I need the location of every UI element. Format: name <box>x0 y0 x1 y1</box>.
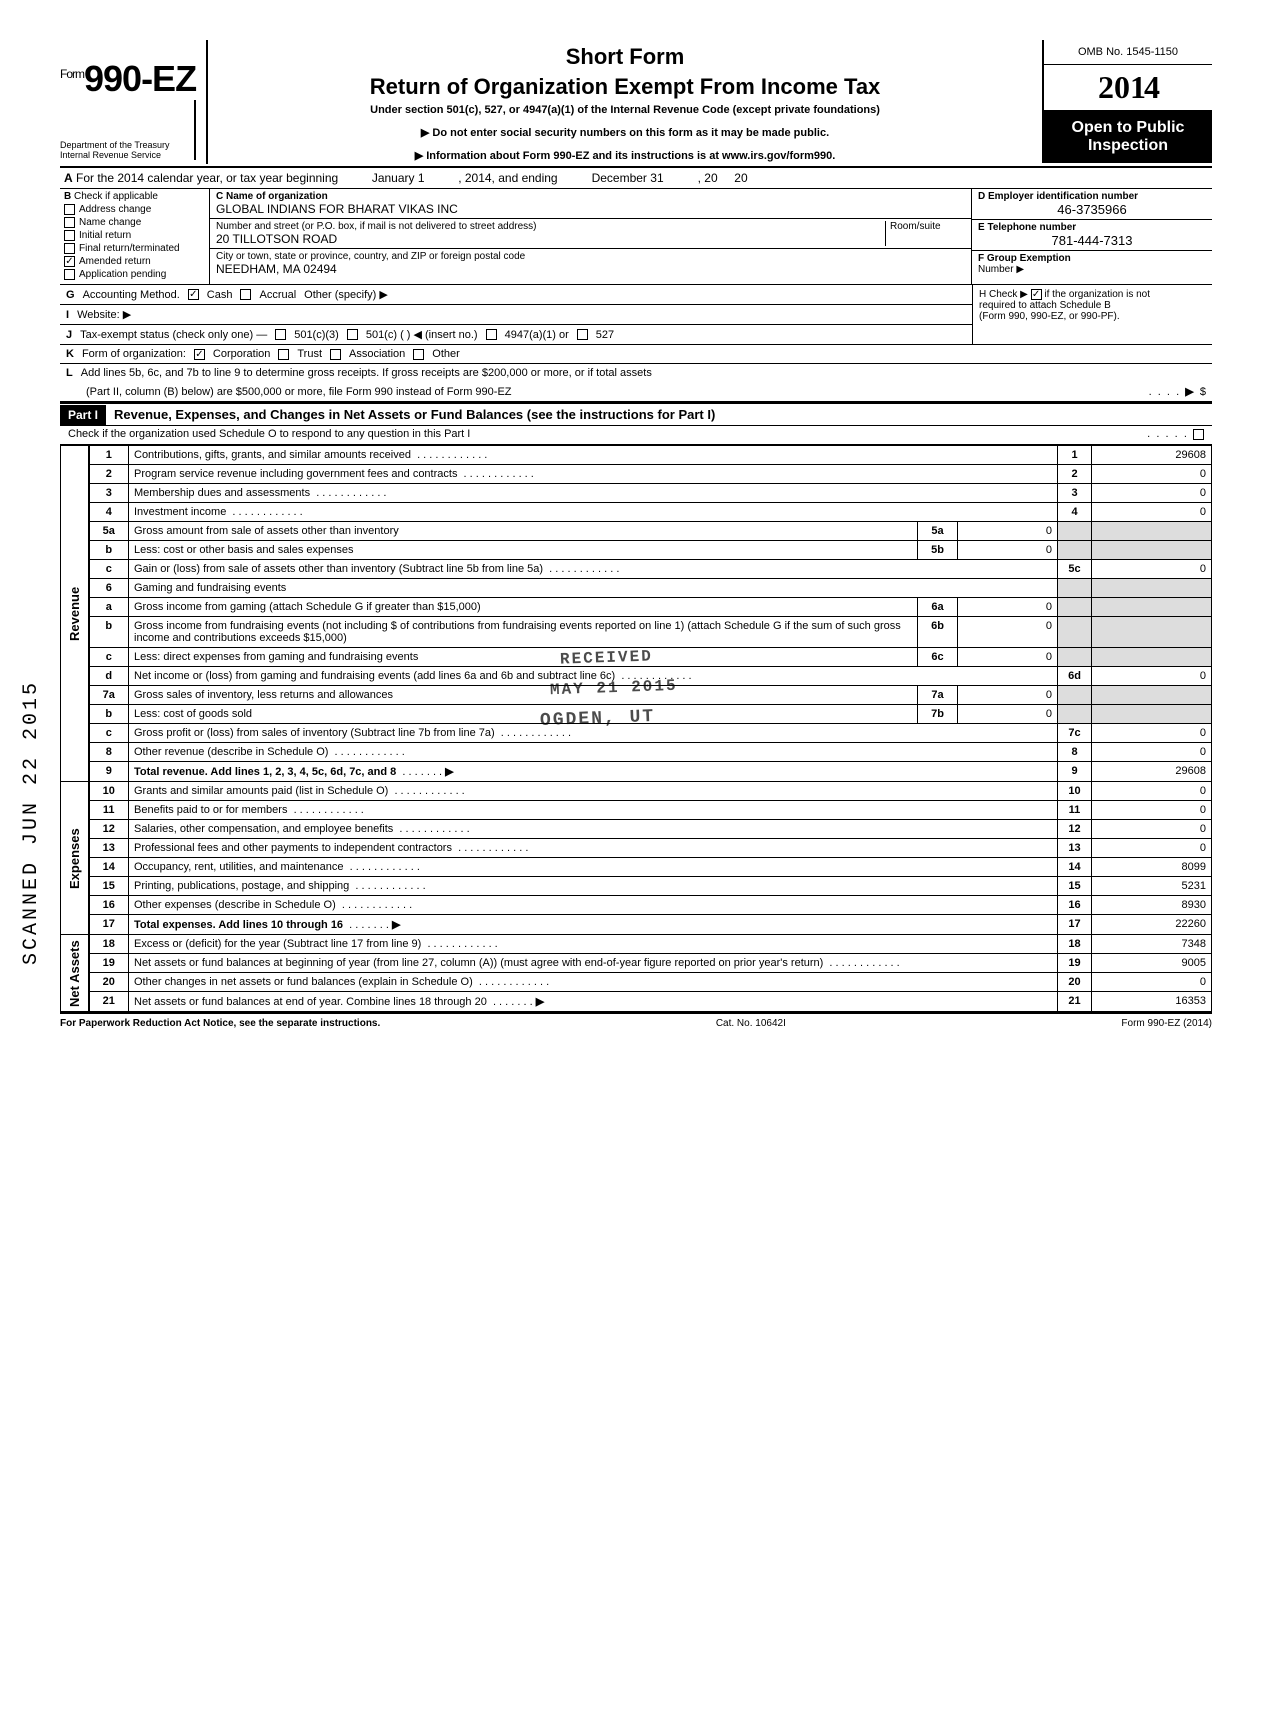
stamp-received: RECEIVED <box>560 647 653 668</box>
table-row: 21Net assets or fund balances at end of … <box>61 992 1212 1012</box>
section-label-net-assets: Net Assets <box>61 935 89 1012</box>
table-row: 13Professional fees and other payments t… <box>61 839 1212 858</box>
table-row: 3Membership dues and assessments . . . .… <box>61 484 1212 503</box>
table-row: 14Occupancy, rent, utilities, and mainte… <box>61 858 1212 877</box>
footer: For Paperwork Reduction Act Notice, see … <box>60 1012 1212 1029</box>
cash-checkbox[interactable]: ✓ <box>188 289 199 300</box>
line-l: L Add lines 5b, 6c, and 7b to line 9 to … <box>60 364 1212 382</box>
form-header: Form990-EZ Department of the Treasury In… <box>60 40 1212 168</box>
line-l2: (Part II, column (B) below) are $500,000… <box>60 382 1212 402</box>
table-row: 17Total expenses. Add lines 10 through 1… <box>61 915 1212 935</box>
phone: 781-444-7313 <box>978 233 1206 248</box>
line-i: I Website: ▶ <box>60 305 972 325</box>
table-row: 5aGross amount from sale of assets other… <box>61 522 1212 541</box>
org-info-grid: B Check if applicable Address changeName… <box>60 189 1212 285</box>
table-row: Net Assets18Excess or (deficit) for the … <box>61 935 1212 954</box>
main-title: Return of Organization Exempt From Incom… <box>218 74 1032 100</box>
omb-number: OMB No. 1545-1150 <box>1044 40 1212 65</box>
section-label-revenue: Revenue <box>61 446 89 782</box>
table-row: 8Other revenue (describe in Schedule O) … <box>61 743 1212 762</box>
org-street: 20 TILLOTSON ROAD <box>216 232 885 246</box>
checkbox-name-change: Name change <box>64 217 205 228</box>
open-public: Open to Public Inspection <box>1044 111 1212 163</box>
main-table: Revenue1Contributions, gifts, grants, an… <box>60 445 1212 1012</box>
corp-checkbox[interactable]: ✓ <box>194 349 205 360</box>
part1-sub: Check if the organization used Schedule … <box>60 426 1212 445</box>
table-row: 4Investment income . . . . . . . . . . .… <box>61 503 1212 522</box>
checkbox-address-change: Address change <box>64 204 205 215</box>
checkbox-final-return-terminated: Final return/terminated <box>64 243 205 254</box>
line-g: G Accounting Method. ✓Cash Accrual Other… <box>60 285 972 305</box>
part1-header: Part I Revenue, Expenses, and Changes in… <box>60 402 1212 426</box>
line-h: H Check ▶ ✓ if the organization is not r… <box>972 285 1212 345</box>
scanned-stamp: SCANNED JUN 22 2015 <box>20 680 43 965</box>
form-number: Form990-EZ <box>60 58 196 100</box>
table-row: 12Salaries, other compensation, and empl… <box>61 820 1212 839</box>
col-de: D Employer identification number 46-3735… <box>972 189 1212 284</box>
line-j: J Tax-exempt status (check only one) — 5… <box>60 325 972 345</box>
schedule-b-checkbox[interactable]: ✓ <box>1031 289 1042 300</box>
table-row: bGross income from fundraising events (n… <box>61 617 1212 648</box>
table-row: 15Printing, publications, postage, and s… <box>61 877 1212 896</box>
table-row: bLess: cost or other basis and sales exp… <box>61 541 1212 560</box>
table-row: 11Benefits paid to or for members . . . … <box>61 801 1212 820</box>
schedule-o-checkbox[interactable] <box>1193 429 1204 440</box>
section-label-expenses: Expenses <box>61 782 89 935</box>
row-a: A For the 2014 calendar year, or tax yea… <box>60 168 1212 189</box>
table-row: cGain or (loss) from sale of assets othe… <box>61 560 1212 579</box>
checkbox-application-pending: Application pending <box>64 269 205 280</box>
table-row: 19Net assets or fund balances at beginni… <box>61 954 1212 973</box>
stamp-ogden: OGDEN, UT <box>540 707 656 731</box>
table-row: aGross income from gaming (attach Schedu… <box>61 598 1212 617</box>
org-name: GLOBAL INDIANS FOR BHARAT VIKAS INC <box>216 202 965 216</box>
org-city: NEEDHAM, MA 02494 <box>216 262 965 276</box>
col-c-org: C Name of organization GLOBAL INDIANS FO… <box>210 189 972 284</box>
tax-year: 2014 <box>1044 65 1212 111</box>
ein: 46-3735966 <box>978 202 1206 217</box>
dept-treasury: Department of the Treasury Internal Reve… <box>60 100 196 160</box>
subtitle: Under section 501(c), 527, or 4947(a)(1)… <box>218 104 1032 116</box>
table-row: 16Other expenses (describe in Schedule O… <box>61 896 1212 915</box>
notice-ssn: ▶ Do not enter social security numbers o… <box>218 126 1032 139</box>
line-k: K Form of organization: ✓Corporation Tru… <box>60 345 1212 364</box>
checkbox-amended-return: ✓Amended return <box>64 256 205 267</box>
notice-info: ▶ Information about Form 990-EZ and its … <box>218 149 1032 162</box>
table-row: 20Other changes in net assets or fund ba… <box>61 973 1212 992</box>
accrual-checkbox[interactable] <box>240 289 251 300</box>
col-b-checkboxes: B Check if applicable Address changeName… <box>60 189 210 284</box>
table-row: 6Gaming and fundraising events <box>61 579 1212 598</box>
short-form-label: Short Form <box>218 44 1032 70</box>
table-row: 9Total revenue. Add lines 1, 2, 3, 4, 5c… <box>61 762 1212 782</box>
table-row: Expenses10Grants and similar amounts pai… <box>61 782 1212 801</box>
checkbox-initial-return: Initial return <box>64 230 205 241</box>
table-row: 2Program service revenue including gover… <box>61 465 1212 484</box>
table-row: Revenue1Contributions, gifts, grants, an… <box>61 446 1212 465</box>
